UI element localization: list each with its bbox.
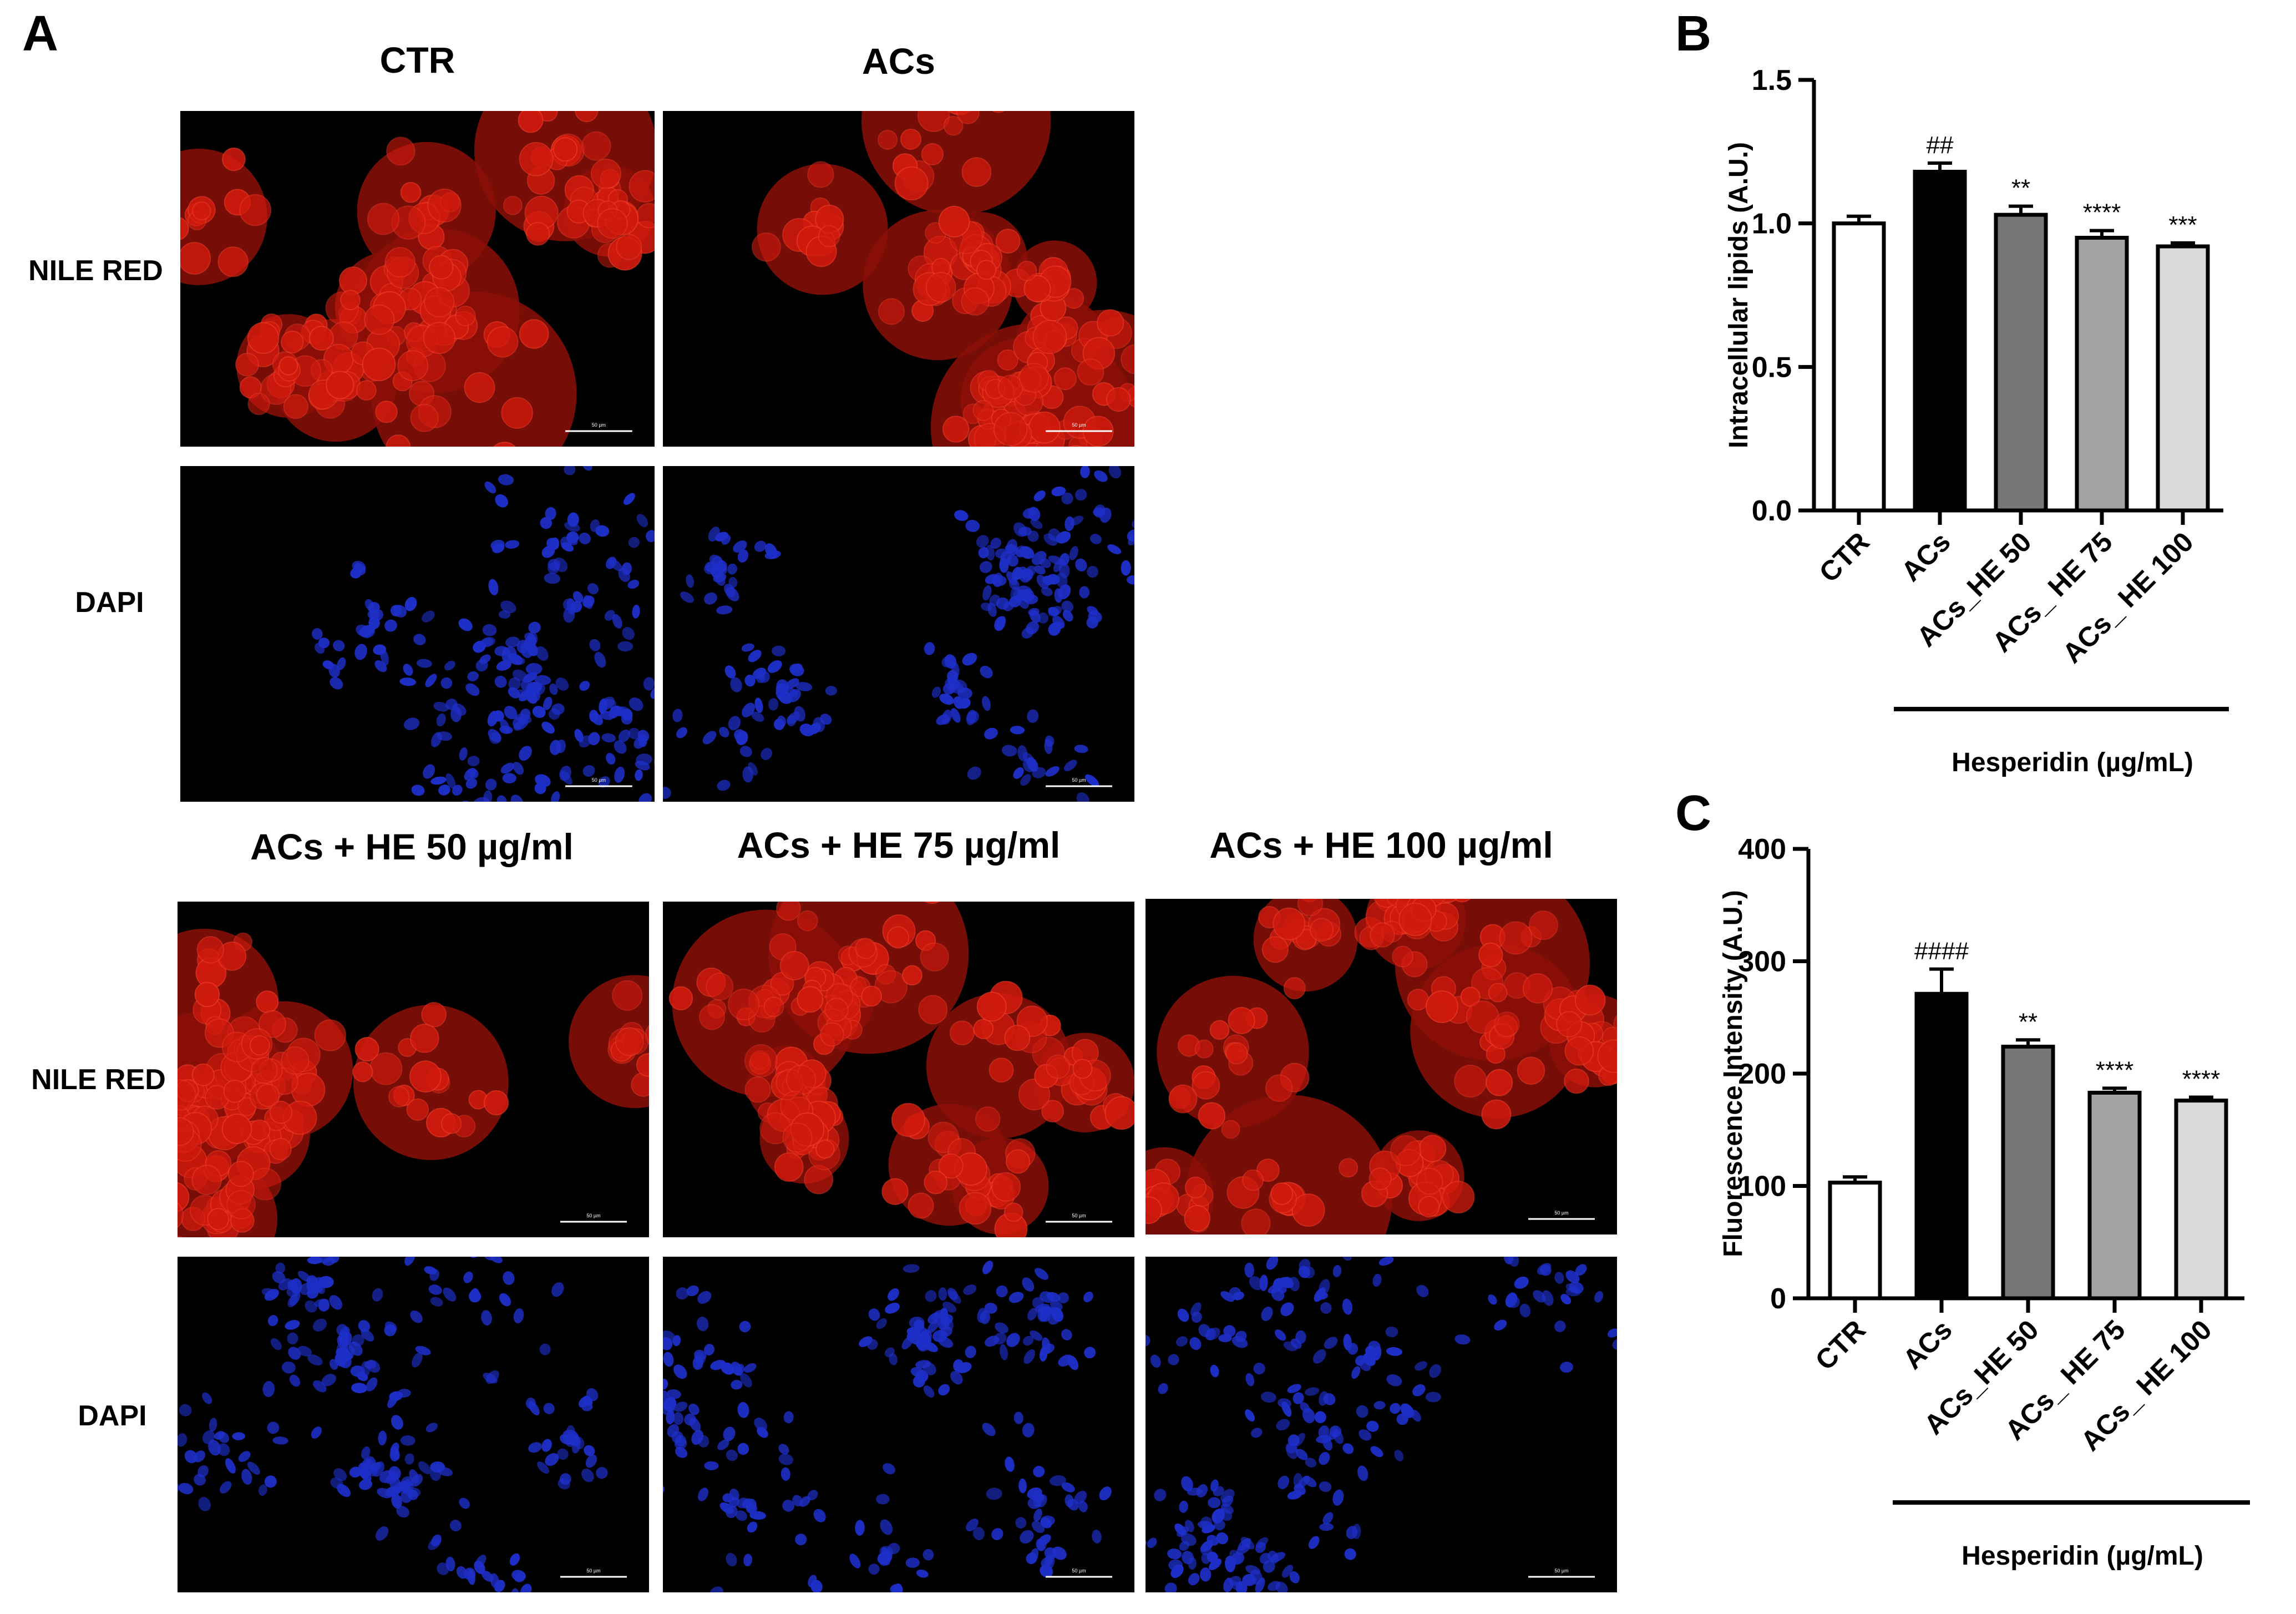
y-tick-label: 400: [1738, 833, 1786, 866]
micrograph-image: 50 µm: [663, 466, 1134, 802]
y-tick-label: 0: [1770, 1283, 1786, 1315]
micrograph-ctr-nile-red: 50 µm: [180, 111, 655, 447]
scale-bar-label: 50 µm: [592, 777, 606, 783]
scale-bar-label: 50 µm: [1072, 1568, 1086, 1573]
micrograph-image: 50 µm: [1146, 1257, 1617, 1592]
micrograph-he100-nile-red: 50 µm: [1146, 899, 1617, 1234]
bar: [1830, 1182, 1880, 1298]
bar: [2077, 238, 2127, 510]
significance-label: ****: [2096, 1056, 2134, 1084]
micrograph-image: 50 µm: [178, 902, 649, 1237]
y-tick-label: 0.5: [1752, 351, 1792, 383]
x-tick-label: ACs: [1895, 526, 1956, 587]
significance-label: **: [2011, 175, 2030, 202]
y-tick-label: 0.0: [1752, 495, 1792, 527]
x-tick-label: CTR: [1813, 526, 1876, 588]
micrograph-image: 50 µm: [1146, 899, 1617, 1234]
bar: [2090, 1092, 2140, 1298]
column-title-acs: ACs: [663, 40, 1134, 82]
significance-label: ***: [2168, 211, 2197, 239]
micrograph-he75-dapi: 50 µm: [663, 1257, 1134, 1592]
micrograph-image: 50 µm: [180, 111, 655, 447]
micrograph-acs-dapi: 50 µm: [663, 466, 1134, 802]
column-title-he75: ACs + HE 75 µg/ml: [663, 824, 1134, 866]
scale-bar-label: 50 µm: [1072, 422, 1086, 428]
significance-label: ****: [2083, 199, 2121, 226]
y-tick-label: 1.0: [1752, 208, 1792, 240]
x-axis-label: Hesperidin (µg/mL): [1952, 748, 2193, 777]
panel-a-letter: A: [22, 6, 58, 63]
micrograph-he50-nile-red: 50 µm: [178, 902, 649, 1237]
scale-bar-label: 50 µm: [586, 1568, 600, 1573]
scale-bar-label: 50 µm: [1072, 777, 1086, 783]
row-label-nile-red-bottom: NILE RED: [11, 1063, 186, 1096]
column-title-he100: ACs + HE 100 µg/ml: [1146, 824, 1617, 866]
micrograph-he75-nile-red: 50 µm: [663, 902, 1134, 1237]
bar: [2158, 246, 2208, 510]
y-tick-label: 1.5: [1752, 64, 1792, 97]
panel-b-letter: B: [1675, 6, 1711, 63]
bar: [1917, 994, 1966, 1298]
x-axis-label: Hesperidin (µg/mL): [1962, 1541, 2203, 1571]
scale-bar-label: 50 µm: [586, 1213, 600, 1218]
chart-b: 0.0 0.5 1.0 1.5 Intracellular lipids (A.U.) C…: [1692, 55, 2296, 788]
scale-bar-label: 50 µm: [1554, 1210, 1568, 1216]
significance-label: ##: [1927, 131, 1954, 159]
significance-label: ****: [2182, 1066, 2221, 1093]
bar: [2176, 1101, 2226, 1298]
scale-bar-label: 50 µm: [592, 422, 606, 428]
y-axis-label: Fluorescence Intensity (A.U.): [1719, 890, 1748, 1257]
bar: [1834, 224, 1884, 510]
x-tick-label: CTR: [1810, 1314, 1872, 1376]
bar: [1915, 172, 1965, 510]
y-axis-label: Intracellular lipids (A.U.): [1724, 142, 1753, 448]
significance-label: **: [2019, 1008, 2037, 1035]
micrograph-acs-nile-red: 50 µm: [663, 111, 1134, 447]
scale-bar-label: 50 µm: [1554, 1568, 1568, 1573]
micrograph-he100-dapi: 50 µm: [1146, 1257, 1617, 1592]
column-title-he50: ACs + HE 50 µg/ml: [175, 826, 649, 868]
x-tick-label: ACs: [1897, 1314, 1958, 1375]
micrograph-he50-dapi: 50 µm: [178, 1257, 649, 1592]
row-label-dapi-top: DAPI: [11, 586, 208, 619]
scale-bar-label: 50 µm: [1072, 1213, 1086, 1218]
column-title-ctr: CTR: [180, 39, 655, 81]
micrograph-ctr-dapi: 50 µm: [180, 466, 655, 802]
row-label-nile-red-top: NILE RED: [11, 254, 180, 287]
micrograph-image: 50 µm: [663, 902, 1134, 1237]
micrograph-image: 50 µm: [663, 1257, 1134, 1592]
significance-label: ####: [1914, 938, 1969, 965]
micrograph-image: 50 µm: [180, 466, 655, 802]
bar: [2003, 1046, 2053, 1298]
bar: [1996, 215, 2046, 510]
micrograph-image: 50 µm: [663, 111, 1134, 447]
chart-svg: 0.0 0.5 1.0 1.5 Intracellular lipids (A.U.) C…: [1692, 55, 2296, 788]
micrograph-image: 50 µm: [178, 1257, 649, 1592]
